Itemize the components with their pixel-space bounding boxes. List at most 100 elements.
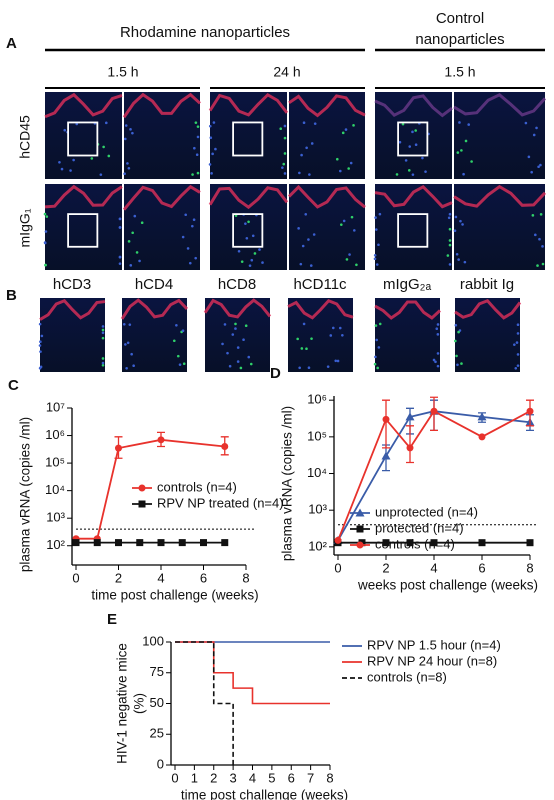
data-point — [221, 539, 229, 547]
cell — [377, 243, 380, 247]
x-tick-label: 4 — [249, 770, 256, 785]
data-point — [157, 539, 165, 547]
data-point — [430, 539, 438, 547]
cell — [377, 346, 381, 349]
cell — [448, 243, 452, 247]
x-tick-label: 0 — [334, 560, 341, 575]
tissue-edge — [39, 298, 106, 321]
cell — [196, 135, 200, 139]
data-point — [478, 539, 486, 547]
panel-letter: E — [107, 611, 117, 628]
legend-label: controls (n=4) — [157, 479, 237, 494]
cell — [436, 352, 440, 355]
cell — [467, 123, 471, 126]
cell — [309, 264, 313, 267]
stain-label: hCD4 — [135, 276, 173, 293]
cell — [436, 333, 440, 336]
cell — [342, 219, 346, 223]
cell — [313, 122, 317, 125]
cell — [329, 334, 333, 337]
cell — [208, 124, 212, 128]
panel-letter: B — [6, 287, 17, 304]
error-bar — [406, 425, 414, 464]
x-tick-label: 2 — [210, 770, 217, 785]
cell — [305, 347, 308, 351]
cell — [447, 216, 451, 220]
series-line — [175, 641, 330, 705]
cell — [432, 358, 436, 362]
cell — [118, 217, 122, 221]
cell — [448, 212, 452, 216]
tissue-edge — [454, 299, 522, 320]
cell — [126, 162, 129, 165]
cell — [130, 352, 133, 356]
x-tick-label: 2 — [382, 560, 389, 575]
cell — [102, 145, 105, 149]
cell — [248, 264, 252, 267]
tissue-edge — [453, 93, 547, 117]
y-tick-label: 10³ — [308, 502, 327, 517]
cell — [516, 332, 520, 335]
cell — [234, 322, 237, 326]
cell — [454, 339, 457, 343]
data-point — [136, 539, 144, 547]
cell — [244, 222, 247, 225]
tissue-edge — [453, 184, 547, 208]
cell — [226, 351, 229, 355]
cell — [353, 229, 356, 232]
tissue-edge — [374, 300, 442, 320]
cell — [104, 121, 108, 125]
cell — [516, 353, 520, 356]
cell — [45, 215, 49, 218]
cell — [101, 361, 105, 365]
cell — [539, 213, 543, 216]
data-point — [406, 539, 414, 547]
x-tick-label: 6 — [200, 570, 207, 585]
cell — [374, 216, 377, 219]
zoom-box — [232, 213, 264, 248]
cell — [39, 365, 43, 369]
series-line — [337, 410, 531, 541]
cell — [38, 322, 42, 326]
micrograph — [289, 184, 365, 270]
cell — [308, 173, 311, 176]
data-point — [430, 407, 438, 415]
cell — [107, 154, 111, 158]
cell — [188, 261, 192, 265]
cell — [211, 152, 214, 156]
cell — [434, 360, 437, 364]
cell — [345, 258, 349, 261]
cell — [118, 262, 122, 265]
cell — [300, 347, 304, 350]
row-label: hCD45 — [17, 115, 33, 159]
cell — [302, 322, 306, 326]
cell — [347, 167, 350, 170]
cell — [101, 328, 105, 332]
cell — [128, 323, 132, 326]
zoom-box — [397, 213, 429, 248]
cell — [514, 366, 518, 370]
data-point — [526, 407, 534, 415]
cell — [301, 244, 305, 248]
cell — [118, 226, 122, 229]
cell — [253, 252, 257, 255]
cell — [527, 155, 531, 159]
y-axis-label: HIV-1 negative mice — [115, 643, 130, 764]
x-tick-label: 4 — [157, 570, 164, 585]
cell — [242, 338, 245, 341]
cell — [191, 224, 194, 228]
cell — [536, 264, 539, 267]
y-axis-label: plasma vRNA (copies /ml) — [280, 406, 295, 561]
cell — [446, 254, 450, 257]
cell — [531, 214, 535, 217]
panel-letter: C — [8, 377, 19, 394]
cell — [236, 346, 240, 349]
cell — [90, 157, 94, 160]
cell — [448, 239, 452, 242]
cell — [181, 329, 185, 333]
legend-marker — [356, 541, 364, 549]
cell — [300, 153, 303, 157]
data-point — [115, 444, 122, 452]
cell — [237, 249, 241, 253]
series-line — [175, 641, 234, 765]
